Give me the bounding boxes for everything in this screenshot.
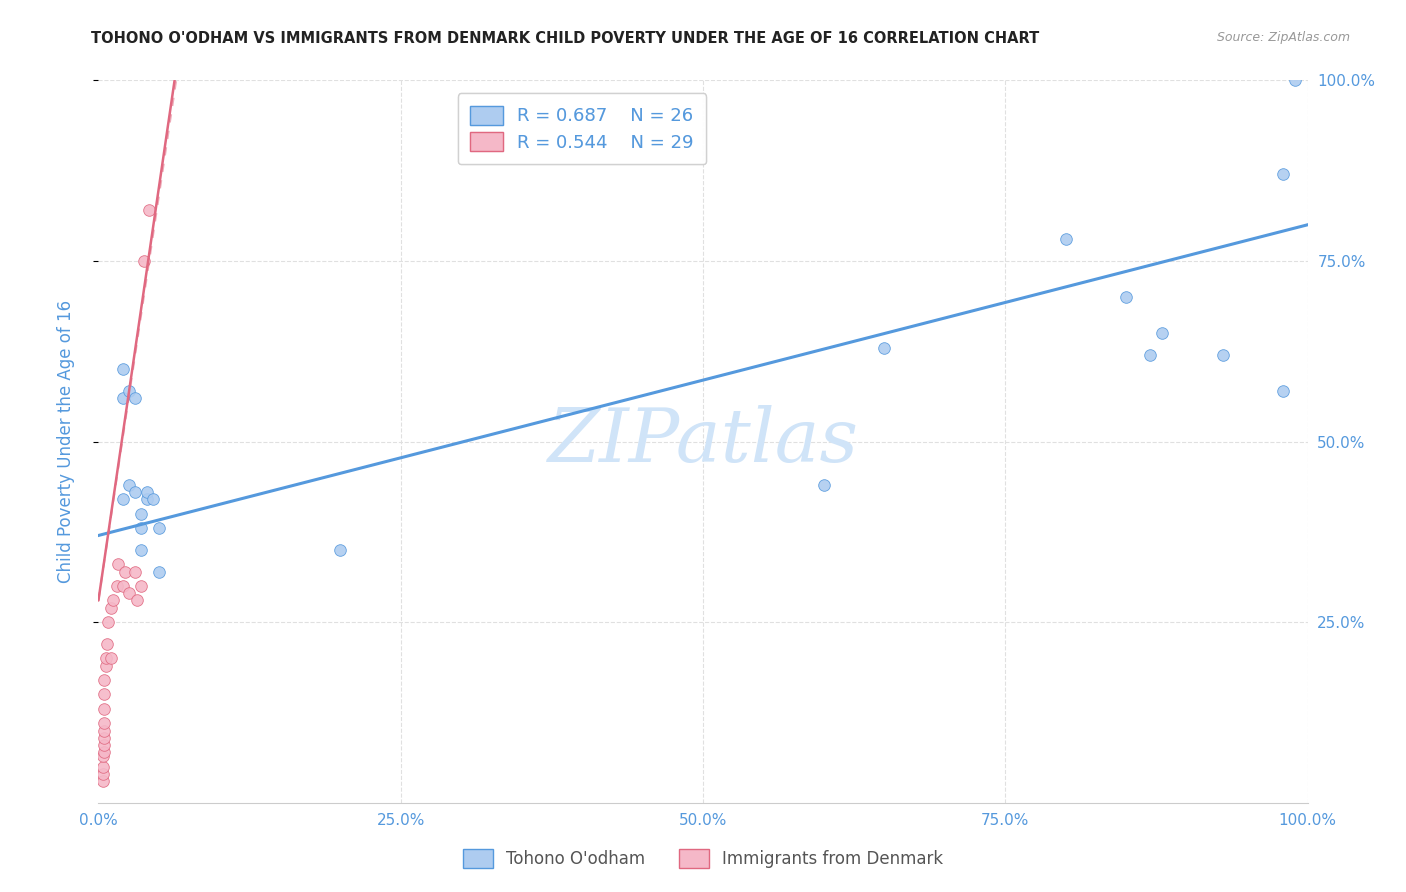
Point: [148, 521, 170, 535]
Point: [93, 738, 115, 752]
Point: [105, 579, 128, 593]
Point: [129, 542, 152, 557]
Point: [127, 593, 149, 607]
Point: [93, 731, 115, 745]
Point: [124, 565, 146, 579]
Point: [1115, 290, 1137, 304]
Point: [148, 565, 170, 579]
Point: [329, 542, 352, 557]
Point: [96, 637, 118, 651]
Point: [129, 521, 152, 535]
Point: [91, 774, 114, 789]
Point: [91, 767, 114, 781]
Point: [124, 485, 146, 500]
Point: [114, 565, 136, 579]
Point: [1272, 167, 1295, 181]
Point: [93, 745, 115, 759]
Point: [1152, 326, 1174, 340]
Point: [813, 478, 835, 492]
Point: [129, 579, 152, 593]
Point: [142, 492, 165, 507]
Point: [100, 600, 122, 615]
Y-axis label: Child Poverty Under the Age of 16: Child Poverty Under the Age of 16: [56, 300, 75, 583]
Legend: Tohono O'odham, Immigrants from Denmark: Tohono O'odham, Immigrants from Denmark: [456, 843, 950, 875]
Point: [93, 673, 115, 687]
Point: [93, 702, 115, 716]
Point: [124, 391, 146, 405]
Point: [134, 253, 156, 268]
Point: [118, 586, 141, 600]
Point: [100, 651, 122, 665]
Point: [129, 507, 152, 521]
Point: [93, 687, 115, 701]
Point: [118, 478, 141, 492]
Point: [138, 203, 160, 218]
Point: [94, 651, 117, 665]
Point: [118, 384, 141, 398]
Point: [1139, 348, 1161, 362]
Point: [135, 492, 157, 507]
Point: [111, 579, 134, 593]
Point: [873, 341, 896, 355]
Text: Source: ZipAtlas.com: Source: ZipAtlas.com: [1216, 31, 1350, 45]
Point: [93, 716, 115, 731]
Text: TOHONO O'ODHAM VS IMMIGRANTS FROM DENMARK CHILD POVERTY UNDER THE AGE OF 16 CORR: TOHONO O'ODHAM VS IMMIGRANTS FROM DENMAR…: [91, 31, 1039, 46]
Point: [135, 485, 157, 500]
Point: [91, 760, 114, 774]
Point: [93, 723, 115, 738]
Point: [1212, 348, 1234, 362]
Point: [91, 748, 114, 763]
Point: [101, 593, 124, 607]
Point: [1284, 73, 1306, 87]
Legend: R = 0.687    N = 26, R = 0.544    N = 29: R = 0.687 N = 26, R = 0.544 N = 29: [458, 93, 706, 164]
Point: [1272, 384, 1295, 398]
Point: [107, 558, 129, 572]
Point: [94, 658, 117, 673]
Point: [111, 492, 134, 507]
Point: [1054, 232, 1077, 246]
Point: [97, 615, 120, 630]
Point: [111, 362, 134, 376]
Text: ZIPatlas: ZIPatlas: [547, 405, 859, 478]
Point: [111, 391, 134, 405]
